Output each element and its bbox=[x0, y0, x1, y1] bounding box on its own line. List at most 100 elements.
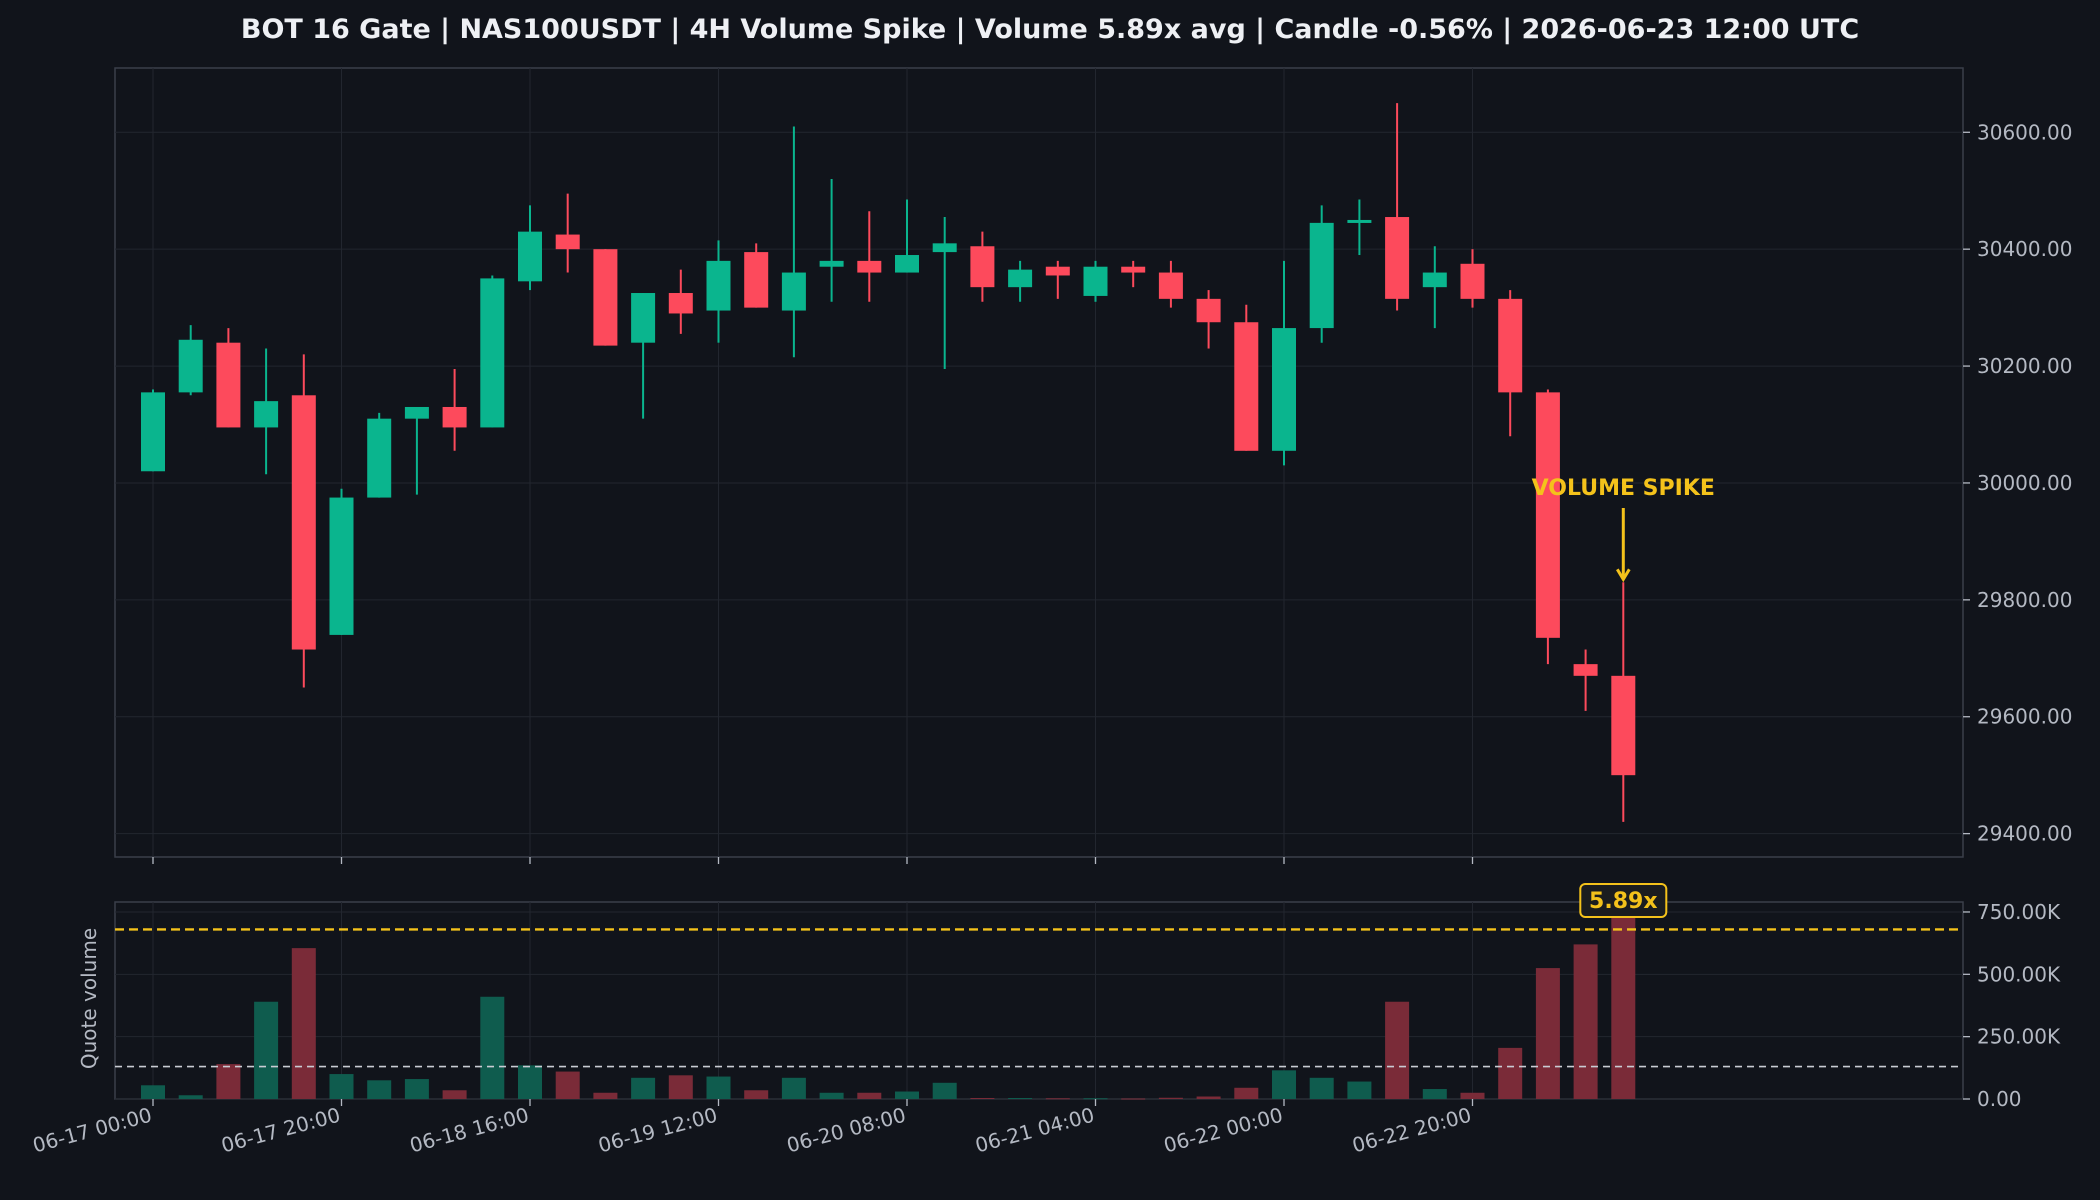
candle-body bbox=[631, 293, 656, 343]
volume-bar bbox=[1385, 1001, 1410, 1099]
x-tick-label: 06-18 16:00 bbox=[407, 1103, 531, 1158]
volume-tick-label: 250.00K bbox=[1977, 1025, 2061, 1049]
candle-body bbox=[329, 497, 354, 635]
volume-bar bbox=[1498, 1047, 1523, 1099]
volume-bar bbox=[480, 996, 505, 1099]
candle-body bbox=[555, 234, 580, 250]
volume-bar bbox=[631, 1077, 656, 1099]
x-tick-label: 06-17 20:00 bbox=[219, 1103, 343, 1158]
volume-panel: 750.00K 500.00K 250.00K 0.00 Quote volume 5… bbox=[77, 883, 2061, 1111]
volume-tick-label: 0.00 bbox=[1977, 1087, 2022, 1111]
volume-bar bbox=[1611, 906, 1636, 1099]
volume-bar bbox=[555, 1071, 580, 1099]
candle-body bbox=[1460, 263, 1485, 299]
candle-body bbox=[1535, 392, 1560, 638]
price-grid bbox=[115, 68, 1963, 857]
candle-body bbox=[1234, 322, 1259, 451]
candle-body bbox=[1309, 222, 1334, 329]
candle-body bbox=[291, 395, 316, 650]
volume-bar bbox=[1272, 1070, 1296, 1099]
candle-body bbox=[1573, 664, 1598, 676]
spike-badge-box bbox=[1579, 883, 1668, 918]
candle-body bbox=[1008, 269, 1033, 288]
candle-body bbox=[668, 293, 693, 314]
volume-bar bbox=[744, 1090, 769, 1099]
volume-bar bbox=[1196, 1096, 1221, 1099]
x-tick-label: 06-17 00:00 bbox=[30, 1103, 154, 1158]
volume-bar bbox=[1573, 944, 1598, 1099]
volume-bar bbox=[141, 1085, 165, 1099]
candle-body bbox=[1385, 217, 1410, 299]
price-tick-label: 29800.00 bbox=[1977, 588, 2072, 612]
volume-bar bbox=[367, 1080, 392, 1099]
chart-title: BOT 16 Gate | NAS100USDT | 4H Volume Spi… bbox=[240, 14, 1860, 45]
candle-body bbox=[781, 272, 806, 311]
price-panel: 30600.00 30400.00 30200.00 30000.00 29800.00… bbox=[114, 67, 2072, 858]
volume-tick-label: 500.00K bbox=[1977, 962, 2061, 986]
x-tick-label: 06-22 20:00 bbox=[1350, 1103, 1474, 1158]
candle-body bbox=[932, 243, 957, 253]
candle-body bbox=[216, 342, 241, 428]
volume-bar bbox=[668, 1075, 693, 1099]
candle-body bbox=[593, 249, 618, 346]
volume-bar bbox=[706, 1076, 731, 1099]
volume-bar bbox=[1121, 1098, 1146, 1100]
candle-body bbox=[480, 278, 505, 428]
candle-body bbox=[819, 260, 844, 267]
volume-bar bbox=[1309, 1077, 1334, 1099]
candle-body bbox=[1272, 328, 1296, 451]
spike-badge: 5.89x bbox=[1579, 883, 1668, 918]
volume-bar bbox=[1158, 1097, 1183, 1099]
x-tick-label: 06-21 04:00 bbox=[973, 1103, 1097, 1158]
volume-spike-annotation: VOLUME SPIKE bbox=[1532, 476, 1715, 583]
volume-bar bbox=[932, 1082, 957, 1099]
volume-spike-label: VOLUME SPIKE bbox=[1532, 476, 1715, 501]
price-y-axis: 30600.00 30400.00 30200.00 30000.00 29800.00… bbox=[1963, 120, 2072, 846]
volume-bar bbox=[254, 1001, 279, 1099]
price-tick-label: 29600.00 bbox=[1977, 705, 2072, 729]
volume-bar bbox=[442, 1090, 467, 1099]
x-tick-label: 06-19 12:00 bbox=[596, 1103, 720, 1158]
candle-body bbox=[1121, 266, 1146, 273]
candle-body bbox=[1498, 298, 1523, 393]
volume-bar bbox=[895, 1091, 919, 1099]
candle-body bbox=[1347, 219, 1372, 223]
x-tick-label: 06-22 00:00 bbox=[1161, 1103, 1285, 1158]
price-tick-label: 30400.00 bbox=[1977, 237, 2072, 261]
volume-tick-label: 750.00K bbox=[1977, 900, 2061, 924]
volume-y-axis-label: Quote volume bbox=[77, 928, 101, 1069]
candle-body bbox=[895, 255, 919, 273]
volume-bar bbox=[178, 1095, 203, 1099]
volume-bar bbox=[329, 1074, 354, 1099]
candle-body bbox=[744, 252, 769, 308]
spike-badge-text: 5.89x bbox=[1589, 889, 1657, 914]
candle-body bbox=[1083, 266, 1108, 296]
candle-body bbox=[970, 246, 995, 288]
candle-body bbox=[367, 418, 392, 498]
price-tick-label: 29400.00 bbox=[1977, 822, 2072, 846]
candle-body bbox=[518, 231, 542, 282]
volume-bar bbox=[819, 1092, 844, 1099]
price-tick-label: 30200.00 bbox=[1977, 354, 2072, 378]
volume-bar bbox=[593, 1092, 618, 1099]
candle-body bbox=[706, 260, 731, 311]
candle-body bbox=[404, 406, 429, 419]
volume-bar bbox=[1234, 1087, 1259, 1099]
volume-bar bbox=[781, 1077, 806, 1099]
candle-body bbox=[1611, 675, 1636, 776]
candle-body bbox=[857, 260, 882, 273]
volume-bar bbox=[1347, 1081, 1372, 1099]
price-tick-label: 30600.00 bbox=[1977, 120, 2072, 144]
volume-bar bbox=[1008, 1098, 1033, 1100]
volume-bar bbox=[1535, 968, 1560, 1099]
volume-bar bbox=[404, 1079, 429, 1099]
candle-body bbox=[1422, 272, 1447, 288]
volume-bar bbox=[291, 948, 316, 1099]
candle-body bbox=[141, 392, 165, 472]
volume-spike-arrowhead bbox=[1616, 568, 1631, 583]
price-panel-frame bbox=[114, 67, 1964, 858]
volume-bar bbox=[518, 1065, 542, 1099]
volume-panel-frame bbox=[114, 901, 1964, 1100]
price-tick-label: 30000.00 bbox=[1977, 471, 2072, 495]
